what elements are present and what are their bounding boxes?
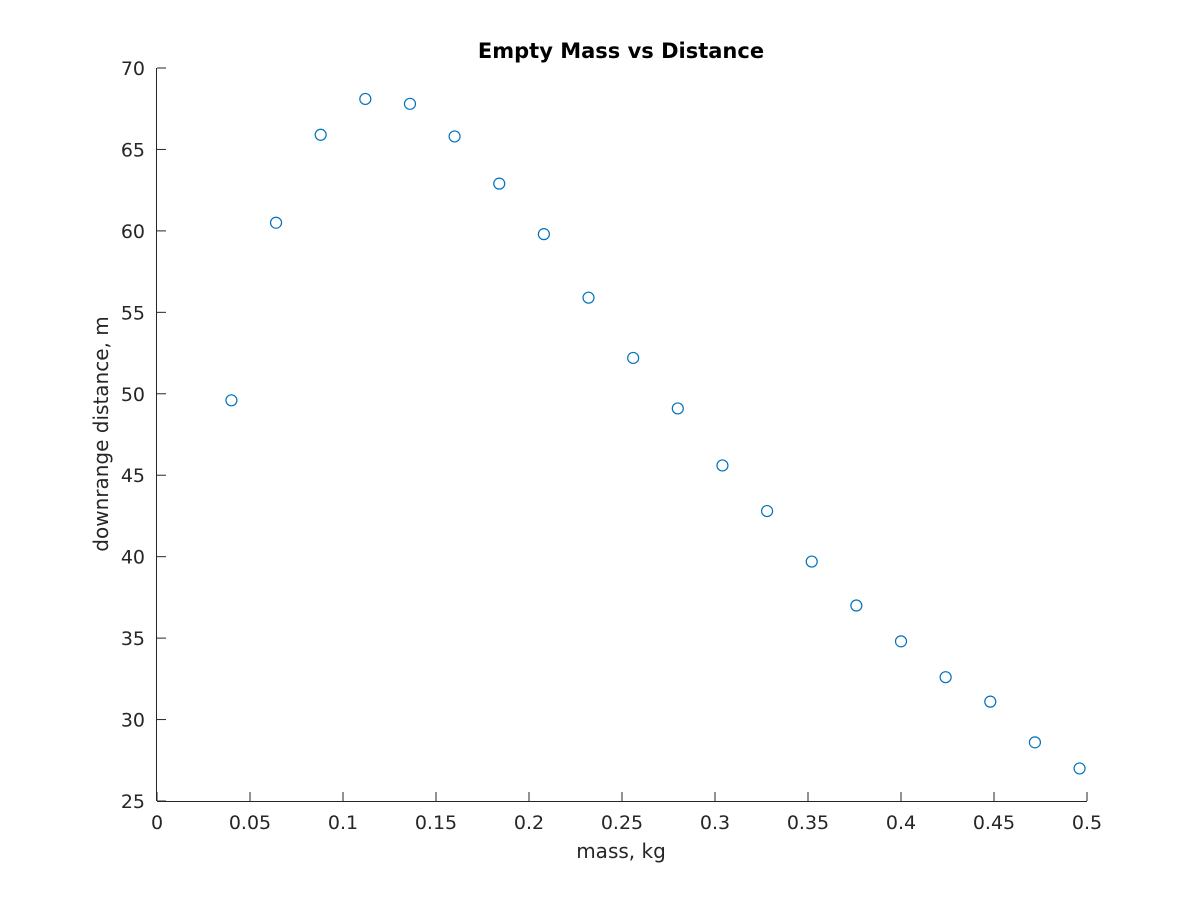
data-point xyxy=(582,291,595,304)
data-point xyxy=(894,635,908,648)
axes xyxy=(156,68,1087,802)
data-point xyxy=(225,394,238,407)
data-point xyxy=(627,351,640,365)
data-points xyxy=(225,92,1086,775)
x-tick-label: 0 xyxy=(151,812,163,834)
y-axis-label: downrange distance, m xyxy=(89,316,113,551)
y-tick-label: 65 xyxy=(121,139,145,161)
data-point xyxy=(314,128,327,141)
chart-title: Empty Mass vs Distance xyxy=(478,39,764,63)
data-point xyxy=(537,228,550,241)
x-tick-label: 0.25 xyxy=(601,812,643,834)
data-point xyxy=(671,402,684,415)
y-tick-label: 50 xyxy=(121,384,145,406)
data-point xyxy=(984,695,997,708)
data-point xyxy=(939,671,952,684)
data-point xyxy=(359,92,372,106)
data-point xyxy=(805,555,818,568)
data-point xyxy=(403,97,417,110)
y-tick-label: 35 xyxy=(121,628,145,650)
x-axis-ticks: 0 0.05 0.1 0.15 0.2 0.25 0.3 0.35 0.4 0.45 0.5 xyxy=(151,792,1102,834)
x-tick-label: 0.45 xyxy=(973,812,1015,834)
data-point xyxy=(850,599,863,612)
data-point xyxy=(1028,736,1042,749)
x-tick-label: 0.5 xyxy=(1072,812,1102,834)
data-point xyxy=(269,216,283,229)
x-tick-label: 0.4 xyxy=(886,812,916,834)
y-tick-label: 30 xyxy=(121,710,145,732)
y-tick-label: 45 xyxy=(121,465,145,487)
y-tick-label: 70 xyxy=(121,58,145,80)
data-point xyxy=(760,504,774,518)
x-tick-label: 0.15 xyxy=(415,812,457,834)
plot-background xyxy=(157,68,1087,801)
y-axis-ticks: 25 30 35 40 45 50 55 60 65 70 xyxy=(121,58,166,813)
x-tick-label: 0.1 xyxy=(328,812,358,834)
data-point xyxy=(716,459,729,472)
x-tick-label: 0.35 xyxy=(787,812,829,834)
x-tick-label: 0.3 xyxy=(700,812,730,834)
data-point xyxy=(493,177,506,190)
data-point xyxy=(1073,762,1086,775)
data-point xyxy=(448,130,461,143)
x-tick-label: 0.2 xyxy=(514,812,544,834)
y-tick-label: 25 xyxy=(121,791,145,813)
x-axis-label: mass, kg xyxy=(576,839,666,863)
x-tick-label: 0.05 xyxy=(229,812,271,834)
y-tick-label: 60 xyxy=(121,221,145,243)
y-tick-label: 55 xyxy=(121,302,145,324)
y-tick-label: 40 xyxy=(121,547,145,569)
